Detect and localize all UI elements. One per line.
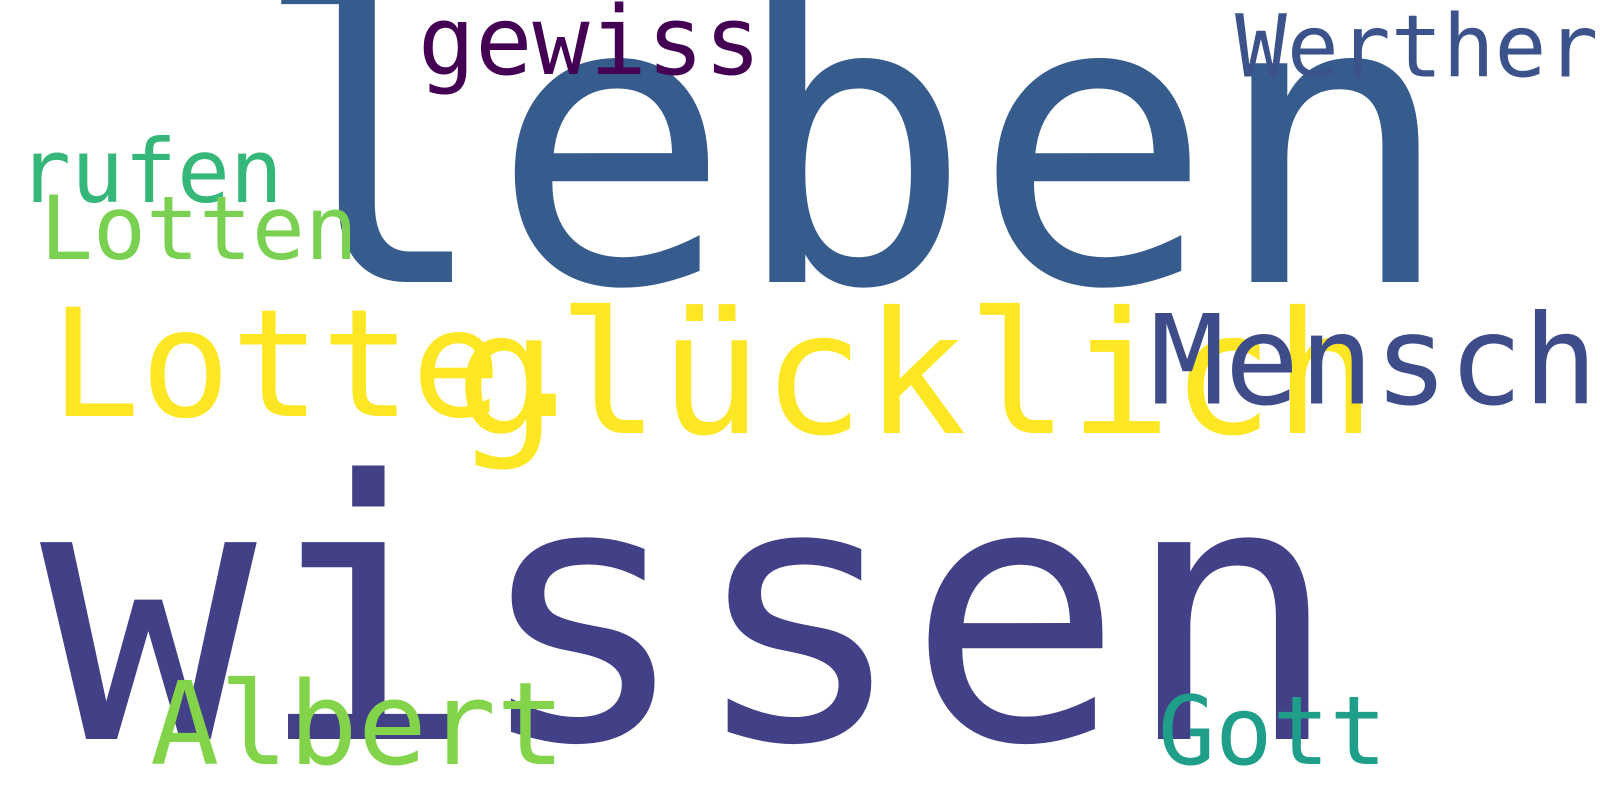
word-werther: Werther xyxy=(1235,0,1599,98)
word-gewiss: gewiss xyxy=(418,0,762,97)
word-albert: Albert xyxy=(150,658,566,792)
word-rufen: rufen xyxy=(18,120,283,223)
word-lotten: Lotten xyxy=(40,177,358,280)
word-gluecklich: glücklich xyxy=(455,276,1377,474)
word-mensch: Mensch xyxy=(1150,289,1598,434)
word-wissen: wissen xyxy=(40,405,1341,800)
word-gott: Gott xyxy=(1158,677,1387,787)
word-leben: leben xyxy=(250,0,1455,377)
word-lotte: Lotte. xyxy=(50,278,592,452)
